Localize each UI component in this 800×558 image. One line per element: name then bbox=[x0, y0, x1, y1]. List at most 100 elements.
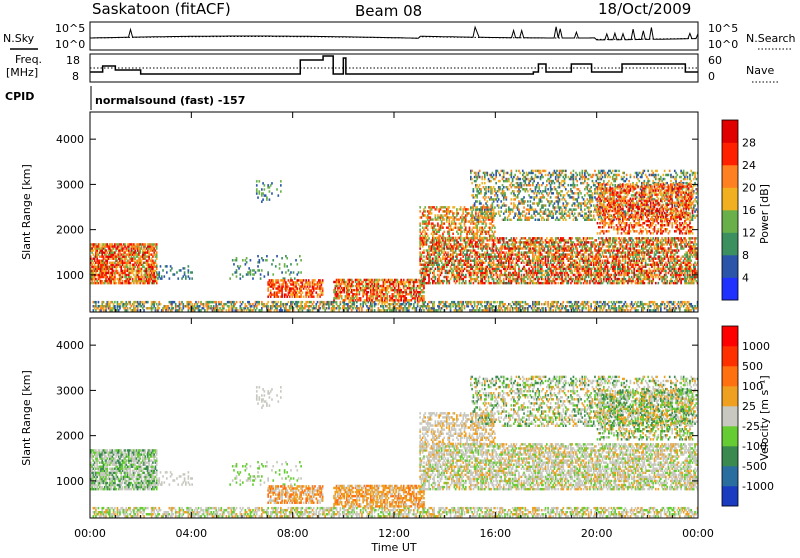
power-cell bbox=[322, 287, 324, 289]
power-cell bbox=[494, 301, 496, 303]
power-cell bbox=[229, 277, 231, 279]
power-cell bbox=[261, 269, 263, 271]
power-cell bbox=[302, 301, 304, 303]
power-cell bbox=[303, 295, 305, 297]
power-cell bbox=[432, 257, 434, 259]
power-cell bbox=[277, 295, 279, 297]
cpid-text: normalsound (fast) -157 bbox=[95, 94, 245, 107]
power-cell bbox=[493, 249, 495, 251]
freq-traces bbox=[90, 56, 698, 74]
power-cell bbox=[124, 243, 126, 245]
power-cell bbox=[568, 274, 570, 276]
power-cell bbox=[114, 301, 116, 303]
power-cell bbox=[317, 301, 319, 303]
power-cell bbox=[122, 280, 124, 282]
freq-right-tick-top: 60 bbox=[708, 54, 722, 67]
power-cell bbox=[114, 305, 116, 307]
power-cell bbox=[281, 271, 283, 273]
power-cell bbox=[481, 301, 483, 303]
power-cell bbox=[275, 265, 277, 267]
power-cell bbox=[542, 241, 544, 243]
power-cell bbox=[279, 263, 281, 265]
power-cell bbox=[285, 271, 287, 273]
power-cell bbox=[423, 291, 425, 293]
power-cell bbox=[341, 295, 343, 297]
power-cell bbox=[236, 257, 238, 259]
power-cell bbox=[644, 307, 646, 309]
noise-right-tick-bottom: 10^0 bbox=[708, 38, 738, 51]
power-cell bbox=[99, 243, 101, 245]
power-cell bbox=[428, 237, 430, 239]
power-cell bbox=[266, 255, 268, 257]
power-cell bbox=[592, 237, 594, 239]
power-cell bbox=[256, 184, 258, 186]
power-cell bbox=[286, 257, 288, 259]
power-cell bbox=[264, 275, 266, 277]
power-cell bbox=[538, 301, 540, 303]
power-cell bbox=[156, 243, 158, 245]
power-cell bbox=[147, 301, 149, 303]
power-cell bbox=[557, 301, 559, 303]
power-cell bbox=[184, 267, 186, 269]
power-cell bbox=[156, 280, 158, 282]
power-cell bbox=[566, 305, 568, 307]
power-cell bbox=[163, 275, 165, 277]
power-cell bbox=[236, 269, 238, 271]
power-cell bbox=[631, 301, 633, 303]
power-cell bbox=[502, 309, 504, 311]
power-cell bbox=[228, 305, 230, 307]
noise-left-tick-bottom: 10^0 bbox=[55, 38, 85, 51]
power-cell bbox=[284, 263, 286, 265]
power-cell bbox=[296, 263, 298, 265]
power-cell bbox=[547, 301, 549, 303]
power-cell bbox=[555, 282, 557, 284]
power-cell bbox=[256, 188, 258, 190]
power-cell bbox=[447, 251, 449, 253]
power-cell bbox=[503, 278, 505, 280]
power-cell bbox=[288, 301, 290, 303]
power-cell bbox=[313, 301, 315, 303]
power-cell bbox=[188, 265, 190, 267]
power-cell bbox=[493, 305, 495, 307]
power-cell bbox=[242, 275, 244, 277]
power-cell bbox=[573, 255, 575, 257]
power-cell bbox=[508, 243, 510, 245]
power-cell bbox=[592, 251, 594, 253]
power-cell bbox=[435, 276, 437, 278]
power-cell bbox=[379, 279, 381, 281]
power-cell bbox=[271, 182, 273, 184]
power-cell bbox=[309, 281, 311, 283]
power-cell bbox=[288, 269, 290, 271]
power-cell bbox=[435, 268, 437, 270]
power-cell bbox=[204, 309, 206, 311]
power-cell bbox=[579, 309, 581, 311]
power-cell bbox=[675, 307, 677, 309]
power-cell bbox=[293, 271, 295, 273]
noise-sky-trace bbox=[90, 27, 698, 40]
power-cell bbox=[367, 291, 369, 293]
power-cell bbox=[215, 301, 217, 303]
power-cell bbox=[294, 277, 296, 279]
power-cell bbox=[188, 269, 190, 271]
power-cell bbox=[185, 275, 187, 277]
power-cell bbox=[98, 301, 100, 303]
power-cell bbox=[478, 276, 480, 278]
power-cell bbox=[319, 307, 321, 309]
beam-title: Beam 08 bbox=[355, 2, 422, 20]
power-cell bbox=[290, 271, 292, 273]
power-cell bbox=[568, 309, 570, 311]
power-cell bbox=[239, 273, 241, 275]
power-cell bbox=[637, 309, 639, 311]
power-cell bbox=[488, 243, 490, 245]
power-cell bbox=[637, 301, 639, 303]
power-cell bbox=[410, 303, 412, 305]
power-cell bbox=[313, 295, 315, 297]
power-cell bbox=[233, 263, 235, 265]
power-cell bbox=[352, 281, 354, 283]
power-cell bbox=[488, 276, 490, 278]
power-cell bbox=[156, 265, 158, 267]
power-cell bbox=[518, 266, 520, 268]
power-cell bbox=[258, 259, 260, 261]
power-cell bbox=[571, 237, 573, 239]
power-cell bbox=[552, 309, 554, 311]
